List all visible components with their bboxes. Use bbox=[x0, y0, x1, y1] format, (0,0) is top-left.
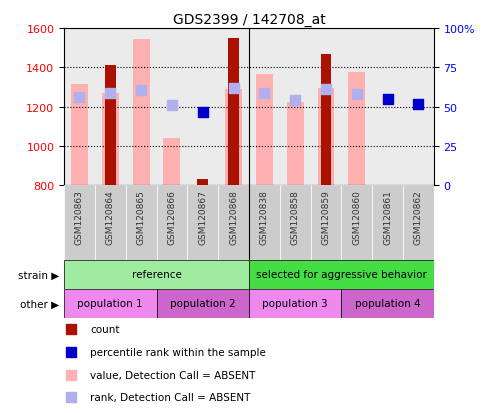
Point bbox=[168, 102, 176, 109]
Bar bbox=[249, 289, 341, 318]
Point bbox=[75, 94, 83, 101]
Point bbox=[68, 394, 75, 401]
FancyBboxPatch shape bbox=[280, 186, 311, 260]
Bar bbox=[64, 29, 95, 186]
Bar bbox=[157, 29, 187, 186]
Point bbox=[415, 101, 423, 108]
Text: GSM120865: GSM120865 bbox=[137, 190, 145, 244]
Bar bbox=[133, 40, 149, 186]
Bar bbox=[249, 29, 280, 186]
Bar bbox=[372, 29, 403, 186]
FancyBboxPatch shape bbox=[126, 186, 157, 260]
Text: GSM120862: GSM120862 bbox=[414, 190, 423, 244]
Bar bbox=[71, 85, 88, 186]
FancyBboxPatch shape bbox=[311, 186, 341, 260]
Text: GSM120859: GSM120859 bbox=[321, 190, 330, 244]
Text: strain ▶: strain ▶ bbox=[18, 270, 59, 280]
Text: GSM120861: GSM120861 bbox=[383, 190, 392, 244]
Bar bbox=[249, 260, 434, 289]
Text: GSM120867: GSM120867 bbox=[198, 190, 207, 244]
Text: reference: reference bbox=[132, 270, 181, 280]
Bar bbox=[95, 29, 126, 186]
Point bbox=[322, 86, 330, 93]
FancyBboxPatch shape bbox=[95, 186, 126, 260]
Text: GSM120838: GSM120838 bbox=[260, 190, 269, 244]
Point bbox=[260, 90, 268, 97]
Point bbox=[68, 349, 75, 355]
Point bbox=[353, 91, 361, 98]
Point bbox=[199, 109, 207, 116]
Bar bbox=[341, 29, 372, 186]
Bar bbox=[102, 94, 119, 186]
Bar bbox=[105, 66, 116, 186]
Text: population 4: population 4 bbox=[355, 299, 421, 309]
Text: value, Detection Call = ABSENT: value, Detection Call = ABSENT bbox=[90, 370, 255, 380]
Bar bbox=[349, 73, 365, 186]
Text: other ▶: other ▶ bbox=[20, 299, 59, 309]
Bar bbox=[126, 29, 157, 186]
Point bbox=[68, 326, 75, 333]
Text: GSM120866: GSM120866 bbox=[168, 190, 176, 244]
Text: selected for aggressive behavior: selected for aggressive behavior bbox=[256, 270, 427, 280]
Bar bbox=[64, 260, 249, 289]
Point bbox=[230, 85, 238, 92]
FancyBboxPatch shape bbox=[64, 186, 95, 260]
Text: population 1: population 1 bbox=[77, 299, 143, 309]
Point bbox=[68, 372, 75, 378]
Text: GSM120864: GSM120864 bbox=[106, 190, 115, 244]
Bar bbox=[64, 289, 157, 318]
Bar bbox=[164, 139, 180, 186]
Bar bbox=[187, 29, 218, 186]
FancyBboxPatch shape bbox=[341, 186, 372, 260]
Text: population 2: population 2 bbox=[170, 299, 236, 309]
Bar bbox=[341, 289, 434, 318]
Text: GSM120858: GSM120858 bbox=[291, 190, 300, 244]
Point bbox=[137, 88, 145, 94]
Text: GSM120860: GSM120860 bbox=[352, 190, 361, 244]
FancyBboxPatch shape bbox=[372, 186, 403, 260]
Bar bbox=[320, 55, 331, 186]
FancyBboxPatch shape bbox=[187, 186, 218, 260]
Bar bbox=[256, 75, 273, 186]
Bar bbox=[280, 29, 311, 186]
FancyBboxPatch shape bbox=[403, 186, 434, 260]
Point bbox=[291, 97, 299, 104]
Text: count: count bbox=[90, 324, 119, 335]
FancyBboxPatch shape bbox=[157, 186, 187, 260]
Text: GSM120863: GSM120863 bbox=[75, 190, 84, 244]
Title: GDS2399 / 142708_at: GDS2399 / 142708_at bbox=[173, 12, 325, 26]
FancyBboxPatch shape bbox=[249, 186, 280, 260]
Text: GSM120868: GSM120868 bbox=[229, 190, 238, 244]
Text: percentile rank within the sample: percentile rank within the sample bbox=[90, 347, 266, 357]
Point bbox=[384, 96, 391, 103]
Text: population 3: population 3 bbox=[262, 299, 328, 309]
Text: rank, Detection Call = ABSENT: rank, Detection Call = ABSENT bbox=[90, 392, 250, 403]
Bar bbox=[157, 289, 249, 318]
Bar bbox=[311, 29, 341, 186]
Bar bbox=[403, 29, 434, 186]
Bar bbox=[317, 89, 334, 186]
Bar bbox=[225, 90, 242, 186]
Point bbox=[106, 90, 114, 97]
Bar bbox=[228, 39, 239, 186]
Bar bbox=[197, 180, 208, 186]
FancyBboxPatch shape bbox=[218, 186, 249, 260]
Bar bbox=[218, 29, 249, 186]
Bar bbox=[287, 102, 304, 186]
